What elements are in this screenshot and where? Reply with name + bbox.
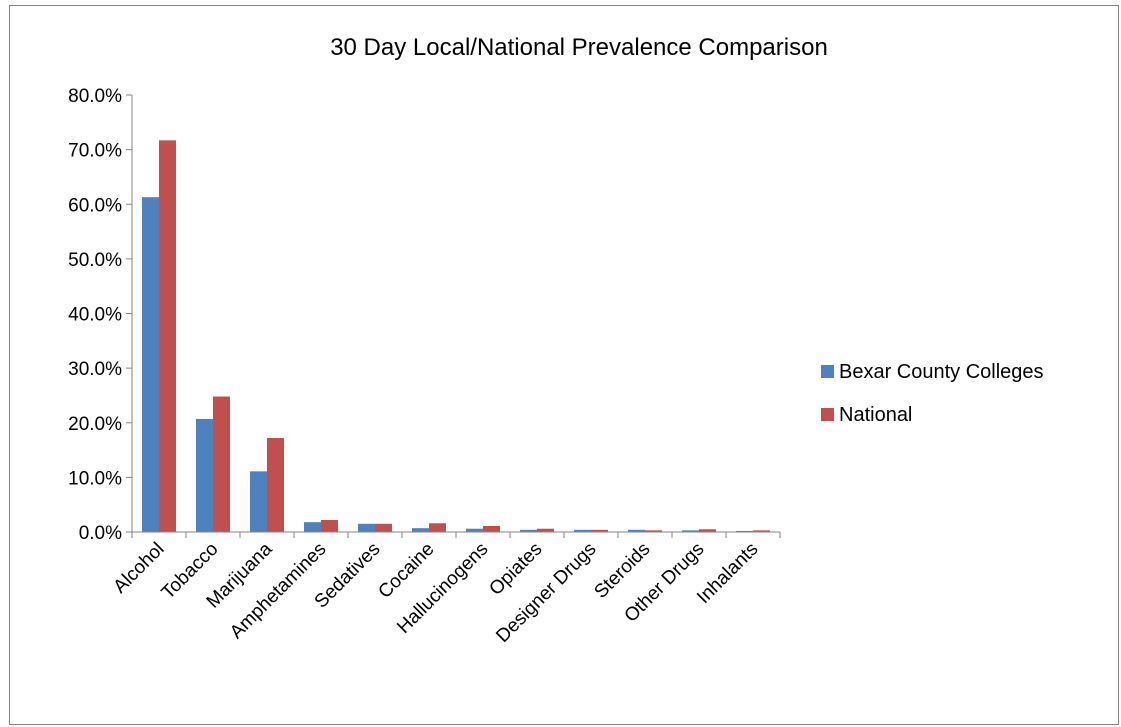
legend-swatch: [821, 365, 834, 378]
bar-bexar-cocaine: [412, 528, 429, 532]
x-axis: AlcoholTobaccoMarijuanaAmphetaminesSedat…: [110, 531, 781, 647]
bar-bexar-opiates: [520, 529, 537, 532]
bar-bexar-amphetamines: [304, 522, 321, 532]
bar-bexar-hallucinogens: [466, 528, 483, 532]
bar-national-tobacco: [213, 396, 230, 532]
bar-bexar-tobacco: [196, 418, 213, 532]
y-tick-label: 50.0%: [68, 250, 122, 271]
bar-national-cocaine: [429, 523, 446, 532]
legend-swatch: [821, 408, 834, 421]
bar-bexar-other-drugs: [682, 530, 699, 532]
bar-bexar-steroids: [628, 529, 645, 532]
bar-national-steroids: [645, 530, 662, 532]
y-axis: 0.0% 10.0% 20.0% 30.0% 40.0% 50.0% 60.0% 70.0% 8…: [68, 86, 133, 544]
y-tick-label: 10.0%: [68, 468, 122, 489]
bar-national-alcohol: [159, 140, 176, 532]
y-tick-label: 40.0%: [68, 305, 122, 326]
x-tick-label: Designer Drugs: [492, 539, 600, 647]
bar-national-other-drugs: [699, 529, 716, 532]
bar-national-marijuana: [267, 438, 284, 532]
bar-bexar-alcohol: [142, 197, 159, 532]
bar-national-inhalants: [753, 530, 770, 532]
bar-national-amphetamines: [321, 519, 338, 532]
bar-national-designer-drugs: [591, 529, 608, 532]
bar-national-opiates: [537, 528, 554, 532]
chart-title: 30 Day Local/National Prevalence Compari…: [330, 34, 828, 61]
y-tick-label: 20.0%: [68, 414, 122, 435]
bar-bexar-marijuana: [250, 471, 267, 532]
y-tick-label: 60.0%: [68, 195, 122, 216]
legend-label: Bexar County Colleges: [839, 361, 1044, 383]
bar-bexar-inhalants: [736, 530, 753, 532]
y-tick-label: 70.0%: [68, 141, 122, 162]
y-tick-label: 0.0%: [79, 523, 122, 544]
legend: Bexar County Colleges National: [821, 361, 1044, 426]
y-tick-label: 80.0%: [68, 86, 122, 107]
legend-label: National: [839, 404, 912, 426]
bar-national-sedatives: [375, 523, 392, 532]
bar-bexar-sedatives: [358, 523, 375, 532]
bars: [142, 140, 770, 532]
bar-national-hallucinogens: [483, 525, 500, 532]
y-tick-label: 30.0%: [68, 359, 122, 380]
x-tick-label: Amphetamines: [226, 539, 330, 643]
bar-chart: 30 Day Local/National Prevalence Compari…: [68, 34, 1044, 647]
chart-frame: 30 Day Local/National Prevalence Compari…: [9, 5, 1119, 725]
bar-bexar-designer-drugs: [574, 529, 591, 532]
